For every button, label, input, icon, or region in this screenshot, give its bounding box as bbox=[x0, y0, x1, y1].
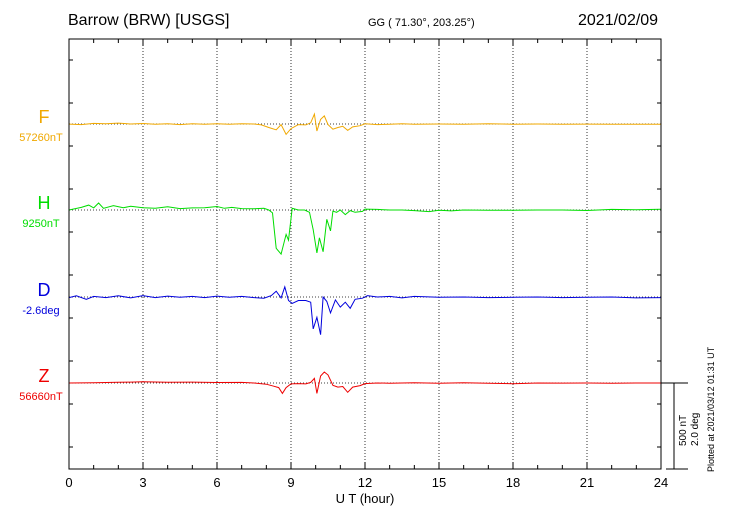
chart-ticks bbox=[68, 39, 662, 469]
coordinate-label: GG ( 71.30°, 203.25°) bbox=[368, 17, 475, 29]
series-baseline-F: 57260nT bbox=[19, 132, 63, 144]
chart-series bbox=[68, 112, 662, 395]
station-title: Barrow (BRW) [USGS] bbox=[68, 12, 230, 29]
x-tick-label-1: 3 bbox=[139, 475, 146, 490]
plotted-timestamp: Plotted at 2021/03/12 01:31 UT bbox=[706, 346, 716, 472]
series-name-D: D bbox=[38, 280, 51, 300]
x-tick-label-7: 21 bbox=[580, 475, 594, 490]
scale-deg-label: 2.0 deg bbox=[690, 412, 701, 446]
x-tick-label-6: 18 bbox=[506, 475, 520, 490]
series-name-F: F bbox=[39, 107, 50, 127]
series-baseline-D: -2.6deg bbox=[22, 305, 59, 317]
series-name-Z: Z bbox=[39, 366, 50, 386]
series-line-D bbox=[68, 285, 662, 335]
x-tick-label-4: 12 bbox=[358, 475, 372, 490]
series-baseline-Z: 56660nT bbox=[19, 391, 63, 403]
series-line-H bbox=[68, 202, 662, 256]
series-line-Z bbox=[68, 371, 661, 395]
scale-nt-label: 500 nT bbox=[678, 414, 689, 446]
plot-frame bbox=[68, 38, 662, 470]
chart-grid bbox=[69, 39, 661, 469]
x-tick-label-5: 15 bbox=[432, 475, 446, 490]
chart-frame bbox=[68, 38, 688, 470]
series-name-H: H bbox=[38, 193, 51, 213]
x-tick-label-2: 6 bbox=[213, 475, 220, 490]
chart-labels: 0 3 6 9 12 15 18 21 24 U T (hour) F 57260nT H 9250nT D… bbox=[19, 107, 668, 506]
series-line-F bbox=[68, 112, 661, 136]
series-baseline-H: 9250nT bbox=[22, 218, 60, 230]
x-tick-label-8: 24 bbox=[654, 475, 668, 490]
date-label: 2021/02/09 bbox=[578, 12, 659, 29]
x-tick-label-3: 9 bbox=[287, 475, 294, 490]
x-axis-title: U T (hour) bbox=[336, 491, 395, 506]
x-tick-label-0: 0 bbox=[65, 475, 72, 490]
